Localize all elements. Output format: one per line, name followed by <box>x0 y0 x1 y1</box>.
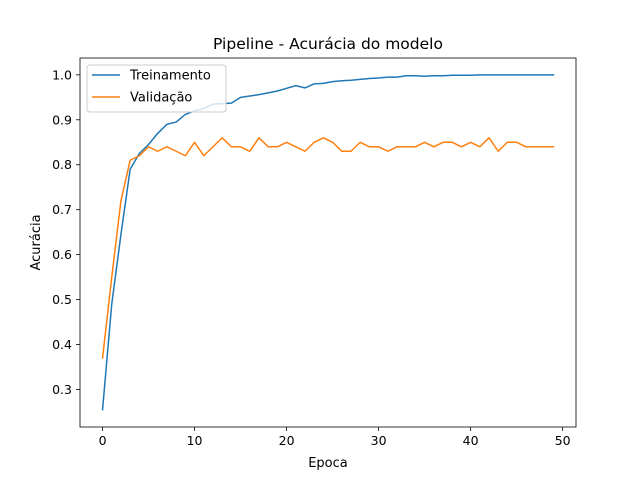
x-tick-label: 20 <box>279 433 295 448</box>
y-axis-label: Acurácia <box>29 214 44 270</box>
chart-title: Pipeline - Acurácia do modelo <box>213 35 443 53</box>
x-tick-label: 0 <box>99 433 107 448</box>
x-tick-label: 40 <box>463 433 479 448</box>
legend: Treinamento Validação <box>86 64 227 113</box>
x-tick-label: 30 <box>371 433 387 448</box>
plot-area <box>79 57 577 428</box>
x-tick-label: 10 <box>187 433 203 448</box>
x-axis-label: Epoca <box>308 456 348 471</box>
series-line-validacao <box>101 137 555 359</box>
y-tick-label: 0.9 <box>52 112 72 127</box>
legend-label-validacao: Validação <box>130 91 192 106</box>
x-axis: 0 10 20 30 40 50 <box>99 427 571 448</box>
x-tick-label: 50 <box>555 433 571 448</box>
y-tick-label: 1.0 <box>52 67 72 82</box>
y-tick-label: 0.3 <box>52 382 72 397</box>
y-tick-label: 0.4 <box>52 337 72 352</box>
y-axis: 0.3 0.4 0.5 0.6 0.7 0.8 0.9 1.0 <box>52 67 80 397</box>
plot-background <box>80 58 576 427</box>
series-line-treinamento <box>101 74 555 411</box>
series-layer <box>101 74 555 411</box>
y-tick-label: 0.7 <box>52 202 72 217</box>
y-tick-label: 0.5 <box>52 292 72 307</box>
y-tick-label: 0.8 <box>52 157 72 172</box>
legend-label-treinamento: Treinamento <box>129 69 211 84</box>
y-tick-label: 0.6 <box>52 247 72 262</box>
plot-frame <box>79 57 577 428</box>
legend-box <box>86 64 227 113</box>
